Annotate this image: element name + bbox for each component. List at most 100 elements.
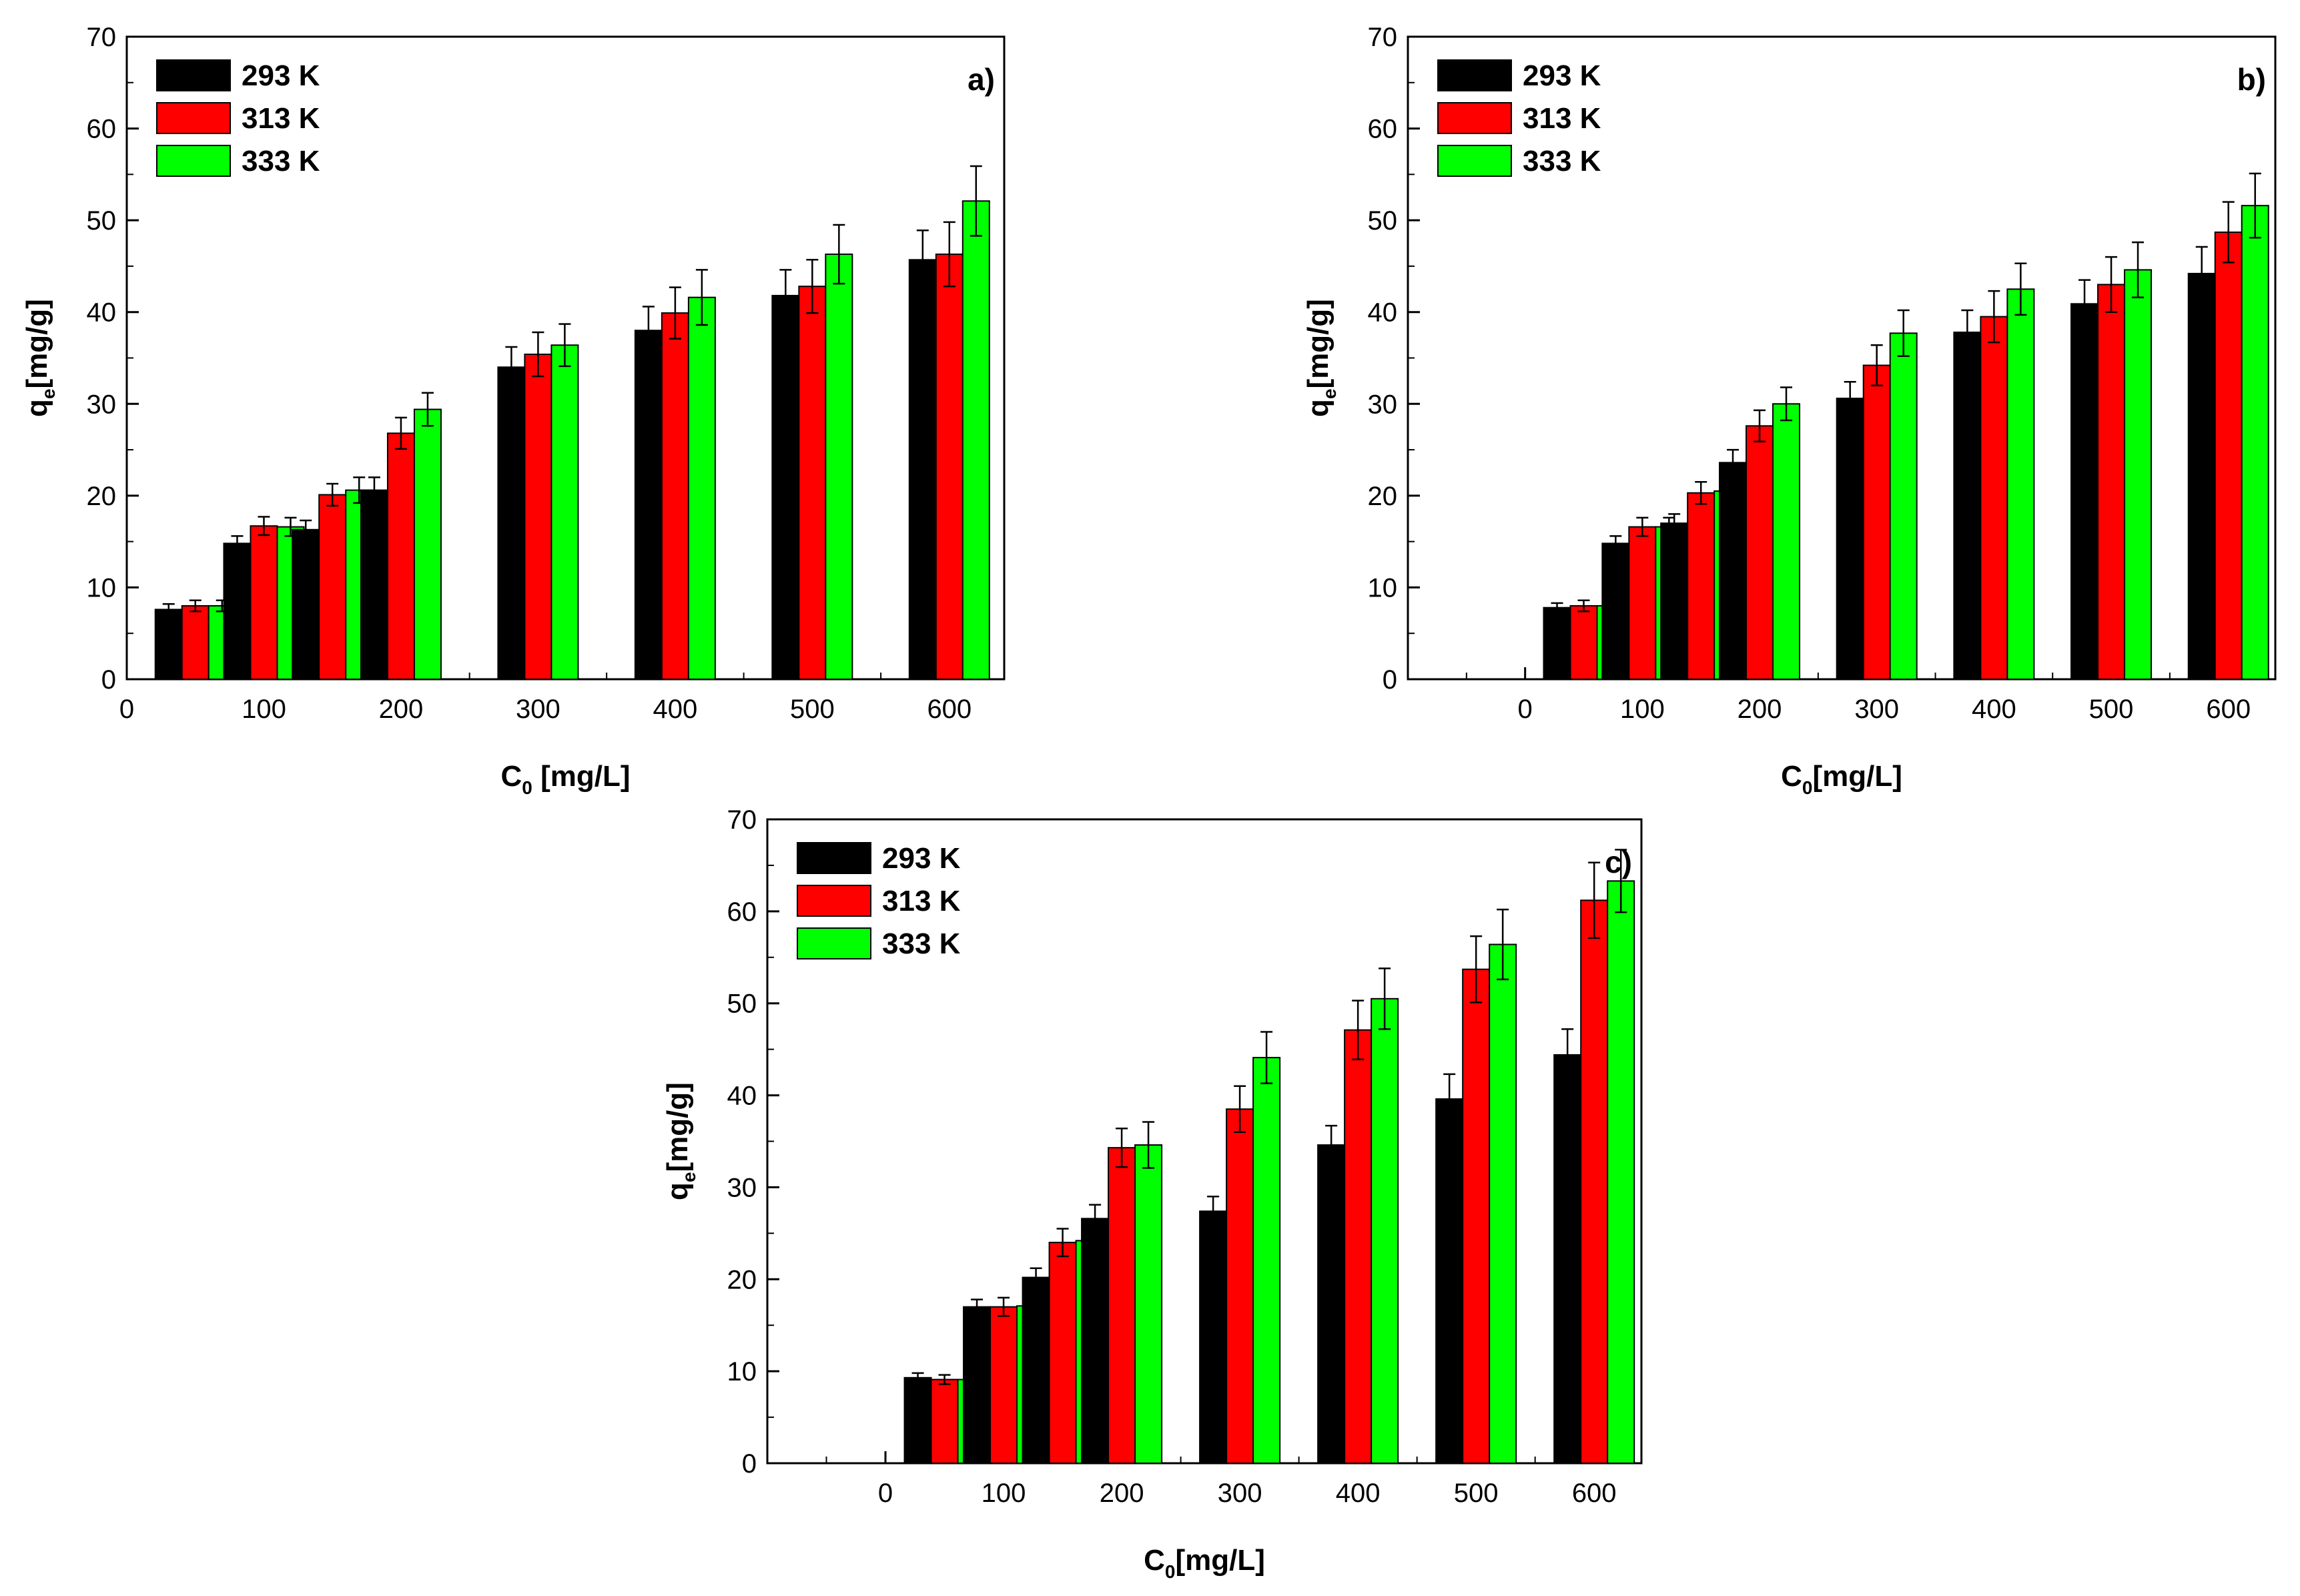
y-tick-label: 10 [1368, 573, 1398, 603]
y-tick-label: 70 [87, 23, 117, 52]
bar-313k [250, 525, 278, 681]
bar-333k [1489, 943, 1517, 1464]
legend-label: 333 K [1523, 145, 1601, 177]
bar-313k [1980, 316, 2008, 681]
legend-swatch [1437, 59, 1512, 91]
bar-333k [962, 200, 990, 680]
x-axis-title-sub: 0 [522, 777, 532, 798]
bar-313k [524, 353, 552, 680]
error-bar [938, 1374, 951, 1385]
error-bar [971, 1298, 984, 1315]
bar-313k [1628, 526, 1657, 680]
error-bar [1497, 908, 1509, 981]
y-tick-label: 40 [87, 298, 117, 328]
legend-swatch [156, 59, 231, 91]
bar-293k [1553, 1054, 1582, 1464]
error-bar [916, 230, 929, 290]
bar-313k [386, 432, 415, 681]
y-tick-label: 70 [1368, 23, 1398, 52]
error-bar [1379, 967, 1391, 1030]
bar-293k [154, 609, 183, 681]
error-bar [2195, 246, 2208, 302]
y-tick-label: 30 [727, 1173, 757, 1202]
y-axis-title-main: q [1302, 399, 1334, 417]
bar-313k [935, 254, 964, 680]
error-bar [1325, 1124, 1338, 1166]
bar-333k [1889, 332, 1918, 680]
bar-293k [223, 542, 252, 680]
x-axis-title-sub: 0 [1165, 1561, 1176, 1582]
bar-313k [318, 494, 347, 681]
legend-label: 293 K [882, 842, 961, 875]
error-bar [326, 482, 339, 507]
y-tick-label: 0 [1383, 665, 1397, 695]
error-bar [1727, 448, 1740, 476]
error-bar [911, 1372, 924, 1383]
y-axis-title: qe[mg/g] [1302, 299, 1340, 417]
bar-293k [1836, 398, 1864, 680]
error-bar [1030, 1267, 1042, 1288]
chart-panel-b: 0 10 20 30 40 50 60 70 0 100 200 300 400 500 600 293 K 3… [1302, 23, 2277, 798]
x-axis-title-main: C [1144, 1544, 1165, 1577]
error-bar [189, 599, 202, 613]
bar-293k [1022, 1276, 1050, 1464]
bar-313k [661, 312, 689, 680]
error-bar [1089, 1204, 1102, 1234]
bar-293k [2070, 303, 2099, 680]
panel-label: b) [2237, 62, 2266, 97]
error-bar [1961, 309, 1974, 356]
legend-swatch [1437, 102, 1512, 134]
error-bar [505, 346, 518, 388]
x-tick-label: 100 [242, 695, 286, 724]
y-axis-title-unit: [mg/g] [21, 299, 53, 388]
error-bar [1551, 602, 1563, 613]
legend-swatch [156, 102, 231, 134]
error-bar [1870, 344, 1883, 387]
x-axis-title-unit: [mg/L] [1812, 760, 1902, 793]
bar-333k [687, 296, 716, 680]
x-axis-title: C0[mg/L] [1781, 760, 1902, 798]
y-tick-label: 10 [727, 1357, 757, 1386]
bar-313k [930, 1378, 959, 1465]
error-bar [258, 516, 270, 536]
bar-313k [1746, 425, 1774, 680]
legend-swatch [156, 145, 231, 177]
y-tick-label: 50 [727, 989, 757, 1019]
error-bar [943, 221, 955, 288]
bar-333k [825, 254, 853, 680]
bar-293k [1660, 522, 1689, 681]
x-tick-label: 200 [1100, 1479, 1144, 1508]
bar-313k [1462, 968, 1491, 1464]
error-bar [1577, 599, 1590, 613]
error-bar [1636, 516, 1649, 537]
x-tick-label: 600 [2206, 695, 2251, 724]
y-axis-title: qe[mg/g] [661, 1082, 699, 1200]
error-bar [1561, 1028, 1574, 1082]
bar-313k [1344, 1029, 1373, 1464]
x-tick-label: 600 [927, 695, 972, 724]
chart-panel-a: 0 10 20 30 40 50 60 70 0 100 200 300 400 500 600 293 K 3… [21, 23, 1006, 798]
error-bar [1844, 381, 1856, 416]
error-bar [642, 306, 655, 356]
bar-293k [1199, 1210, 1228, 1465]
error-bar [1609, 535, 1622, 552]
x-tick-label: 300 [1854, 695, 1899, 724]
y-tick-label: 30 [1368, 390, 1398, 419]
error-bar [2132, 241, 2145, 298]
bar-313k [798, 286, 827, 680]
y-tick-label: 40 [1368, 298, 1398, 328]
x-tick-label: 100 [1620, 695, 1665, 724]
bar-333k [1607, 880, 1635, 1464]
bar-293k [634, 330, 663, 680]
x-tick-label: 500 [2089, 695, 2134, 724]
panel-label: c) [1605, 845, 1632, 879]
bar-293k [1601, 542, 1630, 680]
y-axis-title-sub: e [38, 388, 59, 399]
y-tick-label: 70 [727, 805, 757, 835]
x-axis-title-unit: [mg/L] [1175, 1544, 1264, 1577]
bar-293k [1081, 1218, 1110, 1465]
bar-293k [1543, 607, 1571, 680]
x-tick-label: 300 [1218, 1479, 1262, 1508]
bar-313k [2097, 284, 2126, 680]
